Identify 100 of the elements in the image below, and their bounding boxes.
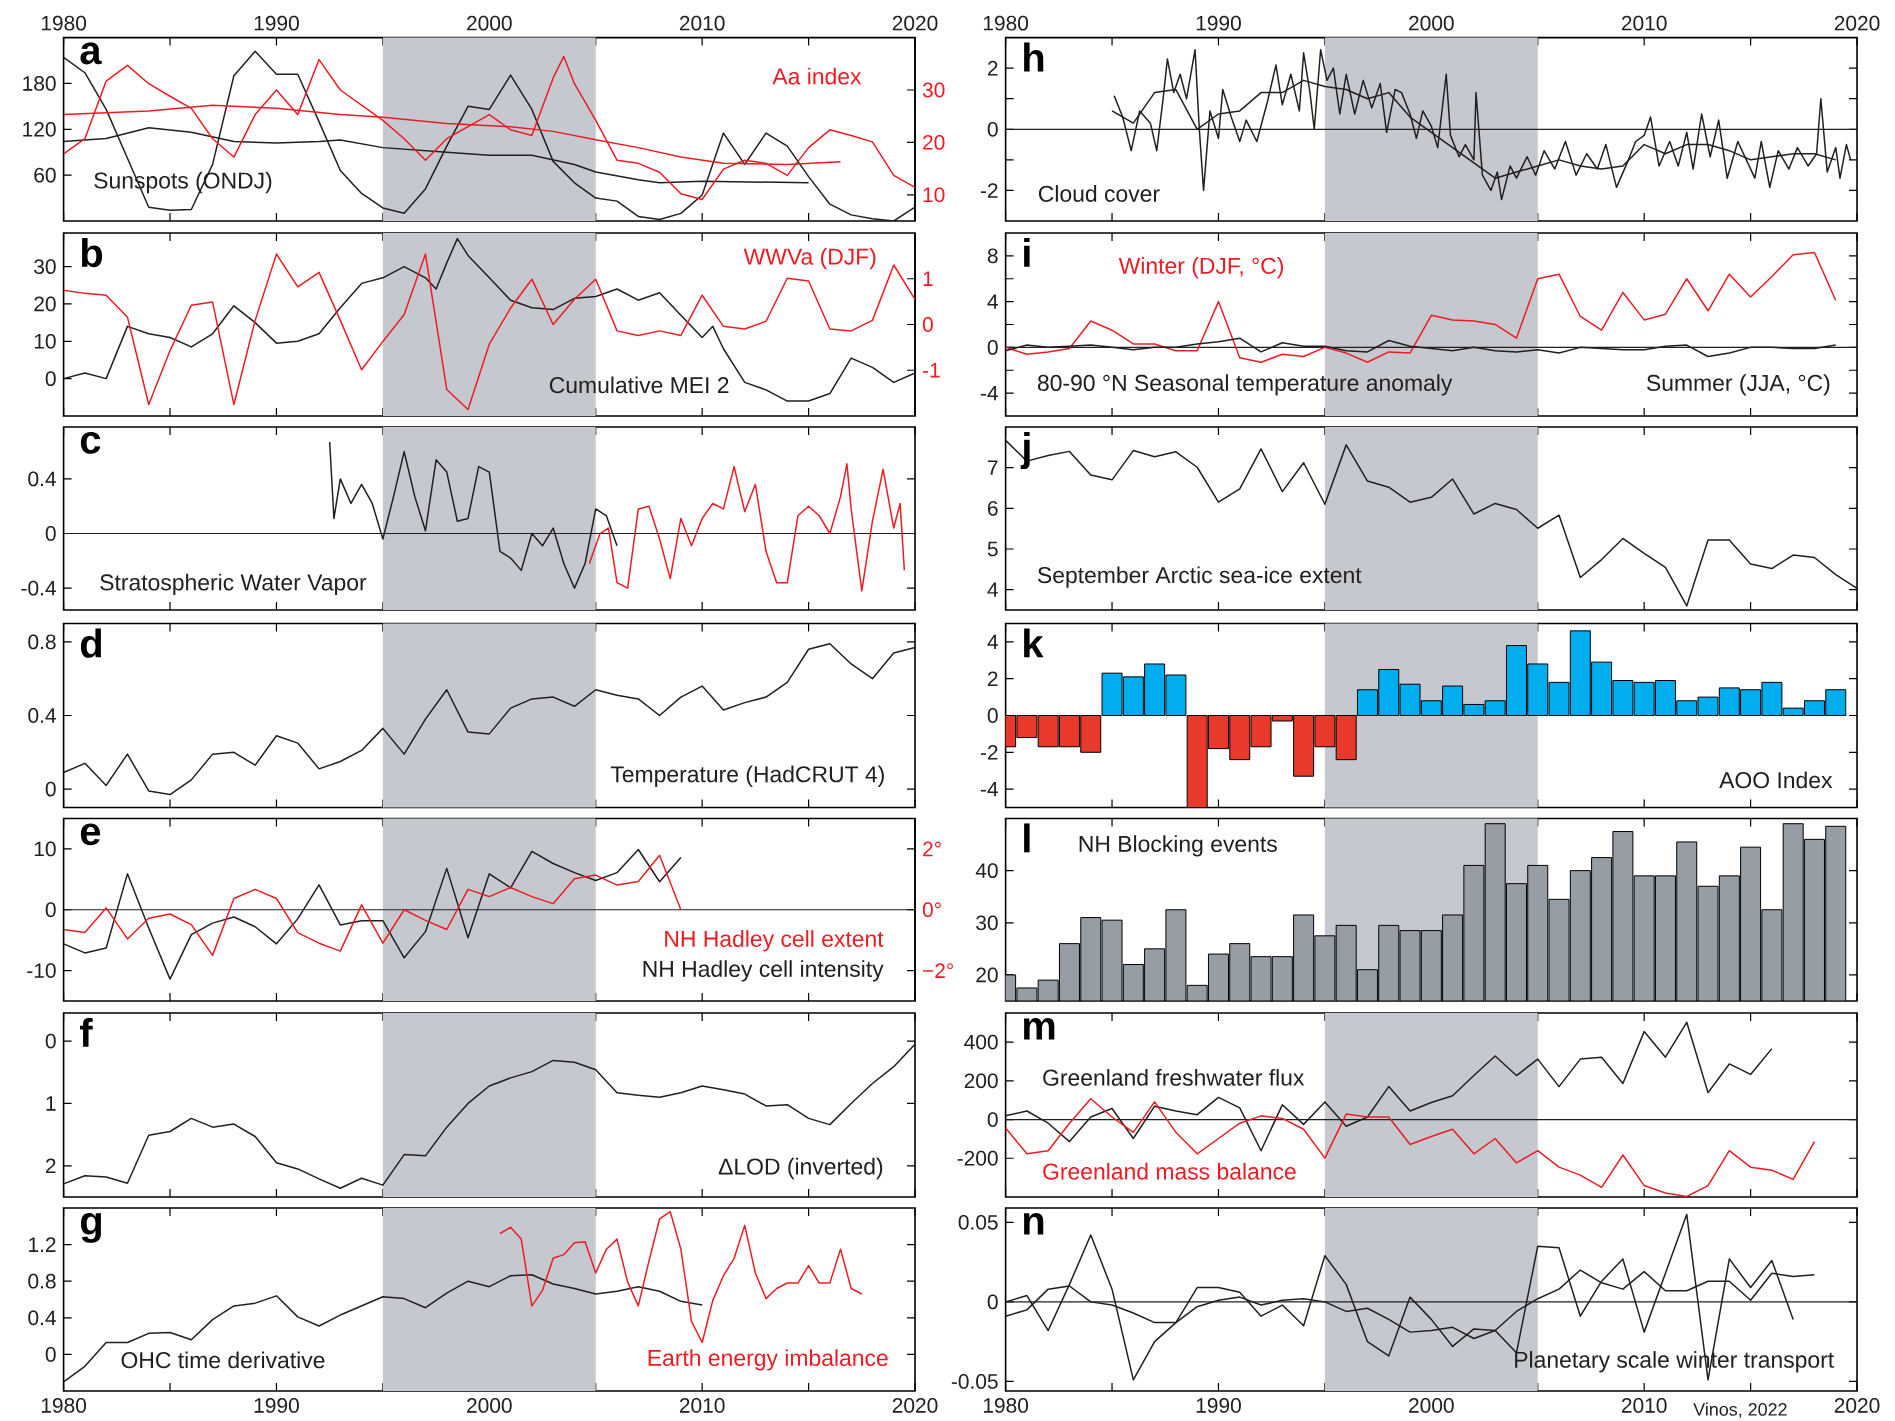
series-label: OHC time derivative — [121, 1351, 325, 1369]
series-label: Cloud cover — [1038, 185, 1160, 202]
x-tick-label: 2000 — [467, 1398, 512, 1413]
x-tick-label: 1990 — [254, 15, 299, 31]
y-tick-label: -4 — [980, 385, 998, 401]
y-tick-label: 0 — [45, 1347, 56, 1362]
y-tick-label: 4 — [987, 294, 998, 309]
x-tick-label: 1980 — [983, 15, 1029, 31]
y-tick-label: 4 — [987, 582, 998, 597]
x-tick-label: 2000 — [1409, 1398, 1454, 1413]
x-tick-label: 1990 — [254, 1398, 299, 1413]
chart-title: m — [1023, 1018, 1055, 1040]
x-tick-label: 2020 — [892, 15, 938, 31]
chart-title: h — [1024, 42, 1044, 72]
y-tick-label: -10 — [27, 963, 56, 978]
series-label: Earth energy imbalance — [648, 1349, 888, 1371]
y-tick-label: 5 — [987, 541, 998, 557]
series-label: Greenland freshwater flux — [1043, 1069, 1305, 1086]
legend-label: NH Blocking events — [1079, 835, 1277, 857]
text: Temperature (HadCRUT 4) — [610, 765, 884, 787]
y-tick-label: 0 — [45, 371, 56, 387]
series-label: NH Hadley cell extent — [665, 930, 884, 952]
chart-title: k — [1024, 628, 1044, 658]
y-tick-label: 6 — [988, 500, 998, 516]
series-label: Greenland mass balance — [1043, 1162, 1296, 1180]
x-tick-label: 2020 — [1834, 1398, 1880, 1413]
y-tick-label: 20 — [34, 296, 56, 312]
y2-tick-label: 10 — [923, 187, 945, 203]
y-tick-label: 0 — [987, 1112, 998, 1127]
text: Vinos, 2022 — [1693, 1402, 1787, 1418]
y-tick-label: 0.4 — [28, 471, 56, 487]
y-tick-label: 0.4 — [28, 708, 56, 723]
y-tick-label: -200 — [957, 1150, 998, 1166]
y-tick-label: 2 — [988, 60, 998, 76]
y-tick-label: 0 — [45, 781, 56, 797]
x-tick-label: 1980 — [983, 1398, 1029, 1413]
y-tick-label: 8 — [987, 248, 998, 264]
y2-tick-label: 0° — [922, 902, 941, 918]
y-tick-label: 2 — [988, 671, 998, 686]
y-tick-label: 30 — [976, 915, 998, 931]
y-tick-label: 7 — [988, 460, 998, 475]
chart-title: a — [80, 42, 102, 65]
chart-title: g — [80, 1212, 102, 1243]
y-tick-label: 180 — [23, 76, 56, 91]
y-tick-label: 0 — [45, 1033, 56, 1049]
x-tick-label: 1980 — [41, 1398, 87, 1413]
y2-tick-label: 30 — [922, 82, 945, 98]
chart-title: c — [80, 431, 101, 454]
series-label: WWVa (DJF) — [743, 247, 876, 270]
x-tick-label: 2000 — [1409, 15, 1454, 31]
x-tick-label: 2020 — [892, 1398, 938, 1413]
y-tick-label: -2 — [980, 183, 998, 198]
chart-title: l — [1024, 823, 1030, 853]
y-tick-label: 0 — [987, 121, 998, 137]
y-tick-label: 1.2 — [29, 1237, 56, 1252]
chart-title: f — [80, 1018, 93, 1047]
legend-label: AOO Index — [1719, 771, 1833, 789]
annotation: Stratospheric Water Vapor — [100, 573, 367, 596]
y2-tick-label: −2° — [923, 963, 953, 978]
y-tick-label: 0.05 — [958, 1214, 998, 1230]
y2-tick-label: 20 — [923, 134, 945, 150]
chart-title: e — [80, 823, 101, 846]
x-tick-label: 2010 — [679, 15, 725, 31]
chart-title: b — [81, 237, 103, 268]
x-tick-label: 2010 — [679, 1398, 725, 1413]
y-tick-label: 4 — [987, 634, 998, 650]
y-tick-label: 200 — [964, 1073, 998, 1089]
y-tick-label: 60 — [34, 167, 56, 183]
chart-title: n — [1023, 1212, 1044, 1235]
x-tick-label: 1980 — [41, 15, 87, 31]
x-tick-label: 1990 — [1196, 1398, 1241, 1413]
x-tick-label: 2010 — [1621, 15, 1667, 31]
series-label: Cumulative MEI 2 — [549, 376, 729, 394]
y-tick-label: 0 — [987, 1294, 998, 1310]
y-tick-label: -4 — [980, 781, 998, 797]
chart-title: i — [1024, 237, 1030, 267]
y-tick-label: 1 — [46, 1096, 56, 1111]
y-tick-label: 0.4 — [28, 1310, 56, 1326]
y2-tick-label: -1 — [922, 363, 940, 378]
text: ΔLOD (inverted) — [718, 1157, 883, 1180]
annotation: 80-90 °N Seasonal temperature anomaly — [1037, 374, 1453, 396]
series-label: Winter (DJF, °C) — [1118, 257, 1283, 279]
series-label: Summer (JJA, °C) — [1646, 374, 1830, 396]
y2-tick-label: 0 — [922, 317, 933, 332]
y2-tick-label: 2° — [923, 841, 941, 857]
y-tick-label: 0 — [45, 902, 56, 918]
chart-title: d — [80, 628, 102, 658]
y-tick-label: 0 — [987, 708, 998, 723]
y-tick-label: 0.8 — [28, 634, 56, 650]
text: Aa index — [772, 67, 862, 85]
x-tick-label: 1990 — [1196, 15, 1241, 31]
y-tick-label: -0.4 — [21, 580, 56, 596]
y-tick-label: 20 — [976, 967, 998, 983]
text: September Arctic sea-ice extent — [1037, 566, 1362, 588]
y-tick-label: 30 — [34, 259, 56, 275]
y-tick-label: 40 — [975, 863, 998, 879]
x-tick-label: 2000 — [467, 15, 512, 31]
y-tick-label: 10 — [34, 333, 56, 349]
text: NH Hadley cell intensity — [643, 960, 884, 982]
x-tick-label: 2020 — [1834, 15, 1880, 31]
